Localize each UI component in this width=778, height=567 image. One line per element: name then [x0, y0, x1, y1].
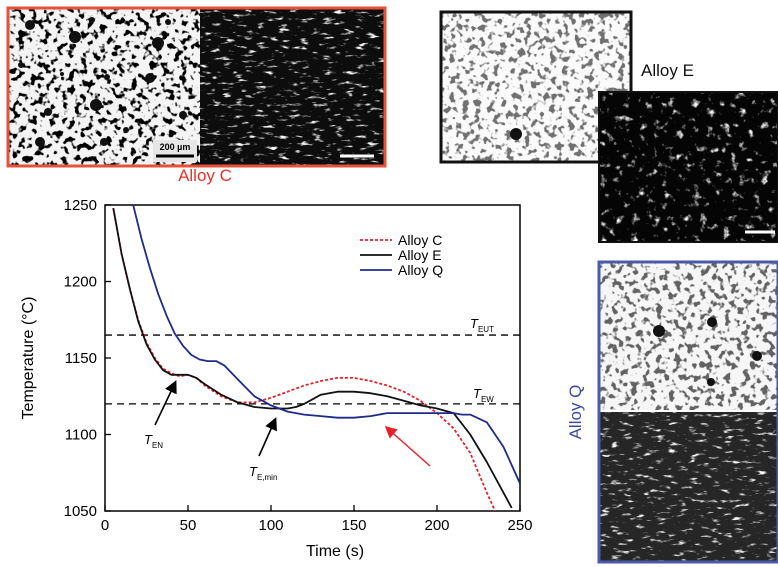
alloy-e-etched-texture	[599, 92, 778, 242]
plot-area	[104, 204, 521, 512]
alloy-q-light-texture	[599, 262, 778, 410]
red-arrow	[384, 426, 431, 467]
x-tick-label: 50	[180, 517, 197, 534]
alloy-c-nodules	[18, 17, 187, 147]
series-layer	[112, 205, 520, 511]
series-line-alloy-q	[132, 205, 520, 484]
alloy-e-nodule	[510, 128, 522, 140]
alloy-q-frame	[597, 260, 778, 564]
y-tick-label: 1200	[64, 274, 97, 291]
scale-bar-label: 200 µm	[160, 142, 191, 152]
y-axis: 1050 1100 1150 1200 1250	[64, 197, 111, 520]
cooling-curve-chart: 1050 1100 1150 1200 1250 0 50 100 150 200 250 Tim…	[20, 197, 533, 560]
y-tick-label: 1050	[64, 503, 97, 520]
alloy-q-etched-texture	[599, 412, 778, 562]
t-eut-label: TEUT	[470, 316, 494, 334]
alloy-c-frame	[6, 6, 387, 168]
legend-label: Alloy E	[398, 247, 442, 263]
legend-label: Alloy Q	[398, 262, 443, 278]
x-tick-label: 0	[101, 517, 109, 534]
alloy-c-etched-texture	[200, 8, 385, 166]
alloy-c-micrographs: 200 µm Alloy C	[6, 6, 387, 185]
alloy-e-micrographs: Alloy E	[439, 10, 778, 243]
alloy-e-frame-top	[439, 10, 633, 164]
x-tick-label: 200	[424, 517, 449, 534]
x-axis: 0 50 100 150 200 250	[101, 505, 533, 534]
t-emin-label: TE,min	[249, 464, 277, 482]
y-tick-label: 1150	[65, 350, 97, 367]
t-en-label: TEN	[144, 432, 163, 450]
x-axis-label: Time (s)	[306, 543, 364, 560]
alloy-q-micrographs: Alloy Q	[566, 260, 778, 564]
alloy-q-label: Alloy Q	[566, 385, 585, 440]
t-en-arrow	[154, 380, 177, 426]
legend-label: Alloy C	[398, 232, 442, 248]
alloy-e-frame-bottom	[598, 91, 778, 243]
x-tick-label: 150	[341, 517, 366, 534]
y-axis-label: Temperature (°C)	[20, 297, 37, 420]
t-ew-label: TEW	[473, 386, 494, 404]
t-emin-arrow	[258, 417, 277, 457]
y-tick-label: 1250	[64, 197, 97, 214]
x-tick-label: 250	[507, 517, 532, 534]
alloy-c-label: Alloy C	[178, 166, 232, 185]
y-tick-label: 1100	[65, 427, 97, 444]
series-line-alloy-e	[112, 207, 513, 509]
x-tick-label: 100	[258, 517, 283, 534]
alloy-q-nodules	[653, 317, 762, 386]
alloy-e-label: Alloy E	[641, 61, 694, 80]
